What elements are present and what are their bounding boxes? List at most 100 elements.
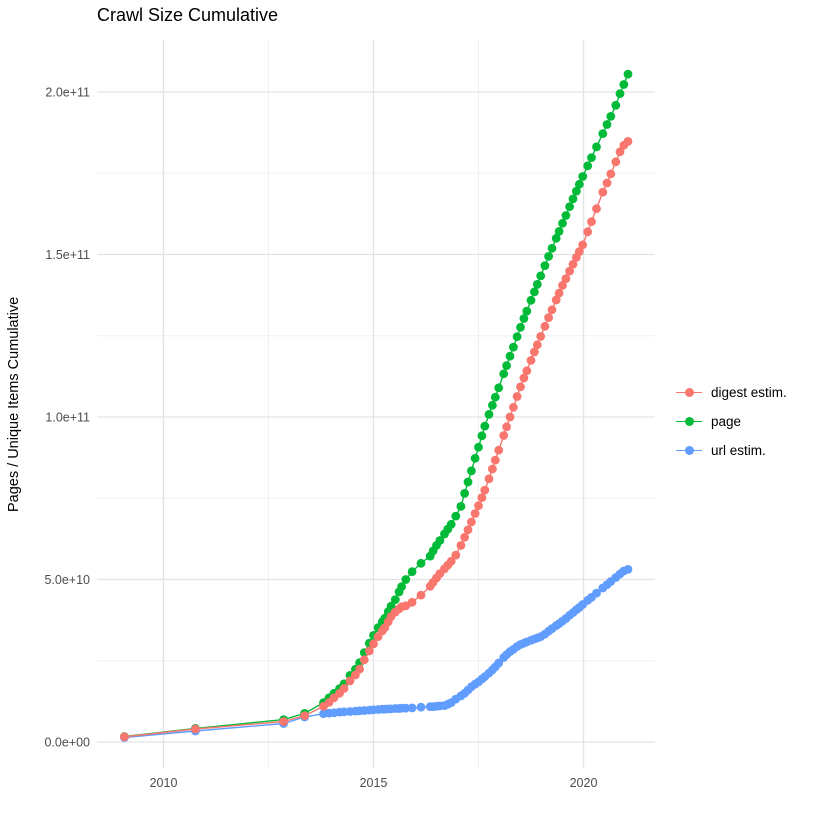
data-point [364, 646, 374, 656]
data-point [587, 153, 596, 163]
data-point [578, 240, 588, 250]
data-point [397, 582, 406, 591]
data-point [435, 536, 445, 545]
axis-tick-labels: 0.0e+00 5.0e+10 1.0e+11 1.5e+11 2.0e+11 2010 2… [44, 86, 597, 791]
data-point [359, 655, 369, 665]
data-point [544, 313, 553, 322]
data-point [467, 517, 476, 527]
y-tick-label: 0.0e+00 [44, 736, 90, 750]
data-point [554, 227, 564, 236]
y-axis-title: Pages / Unique Items Cumulative [6, 296, 22, 512]
data-point [477, 431, 487, 441]
data-point [574, 179, 584, 189]
data-point [602, 120, 612, 129]
data-point [551, 295, 561, 305]
data-point [451, 511, 461, 521]
data-point [401, 575, 411, 584]
data-point [574, 247, 584, 256]
data-point [598, 187, 608, 197]
legend-item-url-estim: url estim. [676, 436, 787, 465]
data-point [369, 639, 378, 649]
data-point [532, 340, 542, 350]
series-digest-estim- [120, 137, 633, 742]
data-point [490, 392, 500, 402]
data-point [407, 597, 417, 607]
data-point [623, 137, 633, 146]
legend-label-page: page [711, 414, 742, 429]
legend-key-url-estim-icon [676, 444, 702, 458]
data-point [480, 421, 490, 431]
data-point [355, 664, 364, 674]
data-point [488, 400, 497, 410]
data-point [505, 351, 515, 361]
data-point [519, 373, 529, 383]
chart-title: Crawl Size Cumulative [97, 5, 279, 25]
data-point [416, 558, 426, 568]
data-point [544, 252, 553, 261]
data-point [530, 287, 539, 297]
data-point [509, 402, 518, 412]
data-point [592, 142, 601, 152]
data-point [526, 356, 536, 365]
data-point [456, 541, 466, 550]
data-point [606, 112, 616, 121]
data-point [502, 361, 511, 371]
data-point [530, 347, 539, 357]
y-tick-label: 5.0e+10 [44, 573, 90, 587]
data-point [474, 501, 483, 511]
data-point [120, 732, 129, 742]
data-point [279, 717, 288, 726]
data-point [558, 281, 567, 290]
data-point [467, 466, 476, 476]
data-point [191, 724, 200, 734]
data-point [499, 369, 509, 379]
legend-item-digest-estim: digest estim. [676, 378, 787, 407]
x-tick-label: 2015 [360, 776, 388, 790]
data-point [561, 274, 571, 283]
data-point [477, 493, 487, 502]
data-point [615, 147, 625, 157]
data-point [568, 194, 578, 204]
data-point [490, 455, 500, 465]
data-point [547, 243, 557, 253]
data-point [512, 332, 522, 342]
data-point [446, 556, 456, 566]
data-point [615, 89, 625, 98]
y-tick-label: 1.0e+11 [45, 411, 90, 425]
data-point [484, 410, 494, 419]
data-point [561, 211, 571, 220]
data-point [619, 80, 629, 89]
data-point [611, 100, 621, 110]
data-point [407, 567, 417, 577]
grid-major [97, 40, 655, 768]
data-point [339, 684, 349, 693]
data-point [519, 314, 529, 323]
data-point [583, 227, 593, 237]
data-point [558, 218, 567, 228]
data-point [470, 453, 480, 463]
data-point [416, 702, 426, 712]
legend-label-url-estim: url estim. [711, 443, 766, 458]
data-point [587, 217, 596, 227]
data-point [536, 271, 546, 281]
data-point [505, 412, 515, 422]
x-tick-label: 2020 [570, 776, 598, 790]
data-point [512, 392, 522, 401]
data-point [572, 186, 581, 196]
data-point [499, 431, 509, 440]
data-point [416, 590, 426, 600]
data-point [300, 711, 309, 721]
data-point [401, 703, 411, 713]
data-point [554, 288, 564, 298]
data-point [463, 477, 473, 487]
data-point [460, 489, 469, 498]
legend-key-digest-estim-icon [676, 386, 702, 400]
data-point [592, 204, 601, 214]
data-point [623, 565, 633, 574]
data-point [516, 322, 525, 332]
legend-item-page: page [676, 407, 787, 436]
legend-key-page-icon [676, 415, 702, 429]
data-point [522, 366, 532, 376]
